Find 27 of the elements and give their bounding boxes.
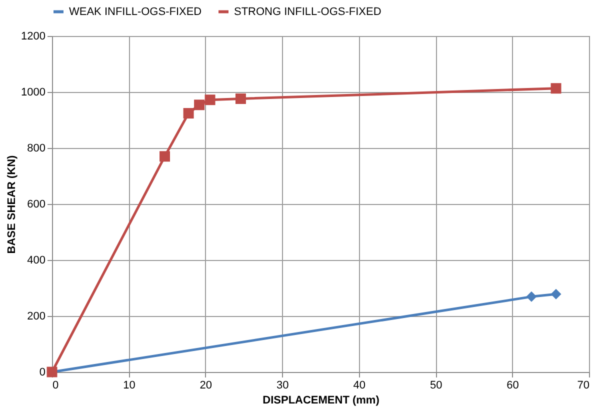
point — [235, 93, 246, 104]
y-tick-label: 800 — [27, 142, 46, 154]
point — [183, 108, 194, 119]
y-tick-label: 200 — [27, 310, 46, 322]
y-tick-label: 0 — [39, 366, 46, 378]
x-tick-label: 20 — [200, 380, 212, 392]
point — [550, 83, 562, 94]
x-tick-label: 10 — [123, 380, 136, 392]
point — [160, 151, 170, 162]
legend-label: STRONG INFILL-OGS-FIXED — [234, 6, 382, 18]
y-tick-label: 1000 — [21, 86, 46, 98]
point — [526, 291, 537, 302]
x-axis-title: DISPLACEMENT (mm) — [262, 394, 380, 406]
y-tick-label: 600 — [27, 198, 46, 210]
y-tick-label: 1200 — [21, 30, 46, 42]
y-axis-title: BASE SHEAR (KN) — [6, 154, 18, 254]
x-tick-label: 0 — [52, 380, 59, 392]
point — [194, 100, 205, 110]
x-tick-label: 50 — [430, 380, 442, 392]
x-tick-label: 60 — [506, 380, 519, 392]
x-tick-label: 40 — [353, 380, 366, 392]
y-tick-label: 400 — [27, 254, 46, 266]
point — [550, 288, 562, 300]
x-tick-label: 70 — [577, 380, 590, 392]
x-tick-label: 30 — [276, 380, 289, 392]
point — [204, 94, 216, 106]
legend-label: WEAK INFILL-OGS-FIXED — [69, 6, 202, 18]
